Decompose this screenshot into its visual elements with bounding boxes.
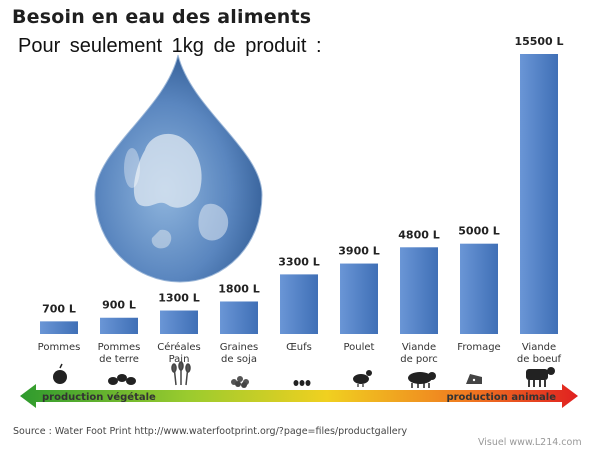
value-label-4: 3300 L (278, 255, 319, 268)
credit-watermark: Visuel www.L214.com (478, 437, 582, 448)
arrow-left-label: production végétale (42, 391, 156, 403)
bar-8 (520, 54, 558, 334)
chicken-icon (353, 370, 372, 387)
arrow-right-label: production animale (446, 392, 556, 403)
value-label-8: 15500 L (514, 35, 563, 48)
bar-0 (40, 321, 78, 334)
chart-title: Besoin en eau des aliments (12, 6, 312, 28)
category-label-0: Pommes (38, 342, 81, 353)
bar-6 (400, 247, 438, 334)
category-label-3: Graines de soja (220, 342, 258, 365)
chart-subtitle: Pour seulement 1kg de produit : (18, 35, 322, 57)
value-label-7: 5000 L (458, 225, 499, 238)
category-icons (53, 361, 555, 388)
value-label-3: 1800 L (218, 282, 259, 295)
category-label-1: Pommes de terre (98, 342, 141, 365)
soybean-icon (231, 376, 249, 388)
eggs-icon (293, 380, 311, 386)
bar-2 (160, 310, 198, 334)
pig-icon (408, 372, 436, 388)
category-label-6: Viande de porc (400, 342, 438, 365)
bar-4 (280, 274, 318, 334)
cheese-icon (466, 374, 482, 384)
cow-icon (526, 367, 555, 387)
water-drop-illustration (94, 54, 263, 283)
bar-7 (460, 243, 498, 334)
category-label-7: Fromage (457, 342, 500, 353)
category-label-2: Céréales Pain (157, 341, 200, 365)
apple-icon (53, 363, 67, 384)
bar-5 (340, 263, 378, 334)
wheat-icon (171, 361, 191, 386)
source-note: Source : Water Foot Print http://www.wat… (13, 426, 408, 437)
bar-3 (220, 301, 258, 334)
potatoes-icon (108, 374, 136, 385)
value-label-5: 3900 L (338, 245, 379, 258)
value-label-1: 900 L (102, 299, 136, 312)
value-label-0: 700 L (42, 302, 76, 315)
category-label-5: Poulet (344, 342, 375, 353)
category-label-4: Œufs (286, 342, 312, 353)
value-label-2: 1300 L (158, 292, 199, 305)
category-label-8: Viande de boeuf (517, 342, 562, 365)
value-label-6: 4800 L (398, 228, 439, 241)
production-arrow (20, 384, 578, 408)
bar-1 (100, 317, 138, 334)
